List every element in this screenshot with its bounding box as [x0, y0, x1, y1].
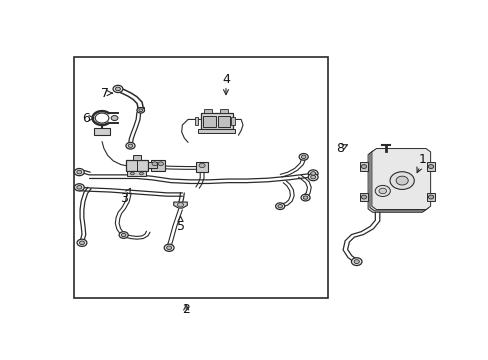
Bar: [137, 107, 144, 111]
Bar: [125, 159, 148, 171]
Circle shape: [275, 203, 284, 210]
Circle shape: [378, 188, 386, 194]
Circle shape: [130, 172, 134, 175]
Circle shape: [301, 155, 305, 158]
Bar: [198, 129, 234, 133]
Text: 3: 3: [120, 188, 130, 205]
Polygon shape: [426, 193, 434, 202]
Bar: [194, 117, 198, 125]
Circle shape: [277, 204, 282, 208]
Bar: [148, 162, 156, 168]
Circle shape: [361, 165, 366, 168]
Circle shape: [389, 172, 413, 189]
Polygon shape: [359, 162, 367, 171]
Polygon shape: [426, 162, 434, 171]
Circle shape: [80, 241, 84, 244]
Bar: [204, 109, 211, 113]
Circle shape: [74, 168, 84, 176]
Polygon shape: [359, 193, 367, 202]
Bar: [151, 160, 164, 171]
Circle shape: [303, 196, 307, 199]
Bar: [220, 109, 227, 113]
Circle shape: [299, 153, 307, 160]
Circle shape: [77, 170, 81, 174]
Bar: [94, 128, 109, 135]
Text: 6: 6: [81, 112, 94, 125]
Polygon shape: [173, 202, 187, 208]
Circle shape: [353, 260, 359, 264]
Circle shape: [74, 184, 84, 191]
Text: 4: 4: [222, 73, 229, 95]
Circle shape: [137, 108, 144, 113]
Text: 7: 7: [101, 87, 112, 100]
Circle shape: [310, 172, 315, 175]
Circle shape: [111, 116, 118, 121]
Text: 2: 2: [182, 303, 190, 316]
Polygon shape: [367, 151, 426, 212]
Bar: [217, 116, 230, 127]
Circle shape: [361, 195, 366, 199]
Polygon shape: [371, 149, 430, 210]
Circle shape: [158, 162, 163, 166]
Circle shape: [177, 203, 183, 207]
Circle shape: [307, 174, 317, 181]
Circle shape: [77, 239, 87, 246]
Bar: [127, 171, 146, 176]
Circle shape: [115, 87, 120, 91]
Bar: [74, 57, 327, 298]
Circle shape: [307, 170, 317, 177]
Bar: [133, 156, 141, 159]
Circle shape: [164, 244, 174, 251]
Polygon shape: [369, 150, 428, 211]
Circle shape: [119, 232, 128, 238]
Bar: [200, 113, 232, 129]
Circle shape: [427, 195, 433, 199]
Circle shape: [121, 233, 126, 237]
Circle shape: [113, 85, 122, 93]
Circle shape: [139, 109, 142, 112]
Circle shape: [128, 144, 132, 148]
Circle shape: [301, 194, 309, 201]
Circle shape: [351, 258, 361, 266]
Text: 1: 1: [416, 153, 426, 172]
Circle shape: [310, 175, 315, 179]
Bar: [203, 116, 215, 127]
Text: 8: 8: [335, 142, 346, 155]
Circle shape: [374, 185, 389, 197]
Circle shape: [139, 172, 143, 175]
Circle shape: [395, 176, 407, 185]
Circle shape: [166, 246, 171, 249]
Bar: [230, 117, 234, 125]
Circle shape: [152, 162, 157, 166]
Circle shape: [77, 185, 81, 189]
Circle shape: [427, 165, 433, 168]
Circle shape: [199, 163, 205, 168]
Bar: [196, 162, 207, 172]
Circle shape: [126, 143, 135, 149]
Text: 5: 5: [176, 216, 184, 233]
